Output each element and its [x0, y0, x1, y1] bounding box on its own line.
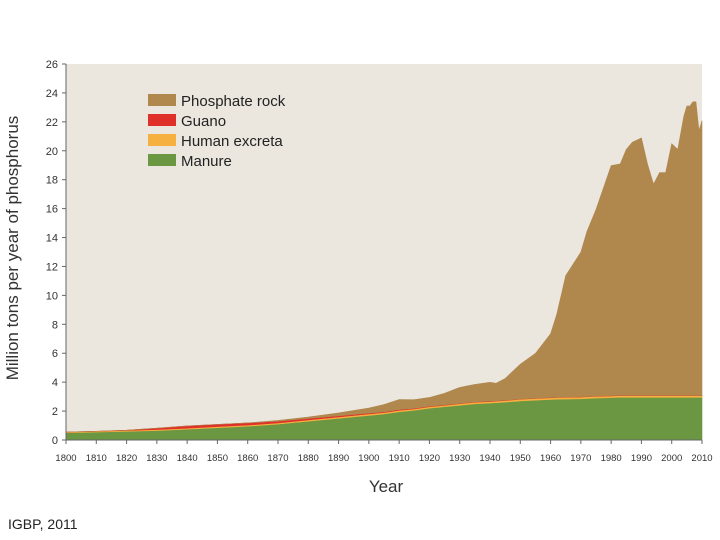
- y-tick-label: 0: [52, 435, 58, 447]
- y-tick-label: 8: [52, 319, 58, 331]
- x-tick-label: 1850: [207, 453, 228, 464]
- x-tick-label: 1830: [146, 453, 167, 464]
- x-tick-label: 1960: [540, 453, 561, 464]
- x-tick-label: 1970: [570, 453, 591, 464]
- legend-label-phosphate-rock: Phosphate rock: [181, 93, 286, 110]
- x-tick-label: 1920: [419, 453, 440, 464]
- x-tick-label: 1880: [298, 453, 319, 464]
- x-tick-label: 2000: [661, 453, 682, 464]
- y-tick-label: 26: [46, 59, 58, 71]
- x-tick-label: 1900: [358, 453, 379, 464]
- x-tick-label: 1840: [177, 453, 198, 464]
- legend: Phosphate rock Guano Human excreta Manure: [148, 93, 286, 170]
- legend-swatch-phosphate-rock: [148, 94, 176, 106]
- y-tick-label: 24: [46, 88, 58, 100]
- x-tick-label: 1810: [86, 453, 107, 464]
- legend-label-human-excreta: Human excreta: [181, 133, 283, 150]
- x-tick-label: 1990: [631, 453, 652, 464]
- source-note: IGBP, 2011: [8, 516, 78, 532]
- x-tick-label: 1980: [601, 453, 622, 464]
- y-tick-label: 2: [52, 406, 58, 418]
- x-tick-label: 1860: [237, 453, 258, 464]
- legend-swatch-manure: [148, 154, 176, 166]
- y-tick-label: 16: [46, 204, 58, 216]
- legend-swatch-guano: [148, 114, 176, 126]
- legend-swatch-human-excreta: [148, 134, 176, 146]
- y-tick-label: 6: [52, 348, 58, 360]
- x-tick-label: 1940: [479, 453, 500, 464]
- y-tick-label: 12: [46, 261, 58, 273]
- y-tick-label: 18: [46, 175, 58, 187]
- y-axis-label: Million tons per year of phosphorus: [3, 116, 22, 381]
- y-tick-label: 4: [52, 377, 58, 389]
- x-tick-label: 1930: [449, 453, 470, 464]
- x-tick-label: 1890: [328, 453, 349, 464]
- area-phosphate-rock: [65, 101, 703, 433]
- x-tick-label: 1870: [267, 453, 288, 464]
- x-tick-label: 1820: [116, 453, 137, 464]
- y-tick-label: 14: [46, 233, 58, 245]
- x-tick-label: 2010: [691, 453, 712, 464]
- x-tick-label: 1950: [510, 453, 531, 464]
- y-tick-label: 20: [46, 146, 58, 158]
- y-tick-label: 22: [46, 117, 58, 129]
- x-tick-label: 1800: [55, 453, 76, 464]
- y-tick-label: 10: [46, 290, 58, 302]
- x-axis-label: Year: [369, 477, 404, 496]
- legend-label-manure: Manure: [181, 153, 232, 170]
- legend-label-guano: Guano: [181, 113, 226, 130]
- x-tick-label: 1910: [389, 453, 410, 464]
